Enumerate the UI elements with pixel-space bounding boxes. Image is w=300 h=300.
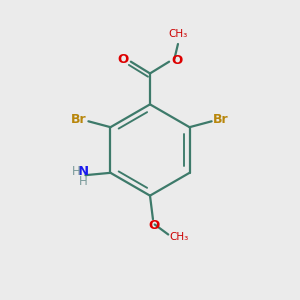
Text: Br: Br <box>71 113 87 126</box>
Text: O: O <box>171 54 182 67</box>
Text: H: H <box>79 175 88 188</box>
Text: Br: Br <box>213 113 229 126</box>
Text: CH₃: CH₃ <box>170 232 189 242</box>
Text: CH₃: CH₃ <box>168 29 188 39</box>
Text: H: H <box>72 165 81 178</box>
Text: O: O <box>117 53 128 66</box>
Text: O: O <box>148 219 160 232</box>
Text: N: N <box>78 165 89 178</box>
